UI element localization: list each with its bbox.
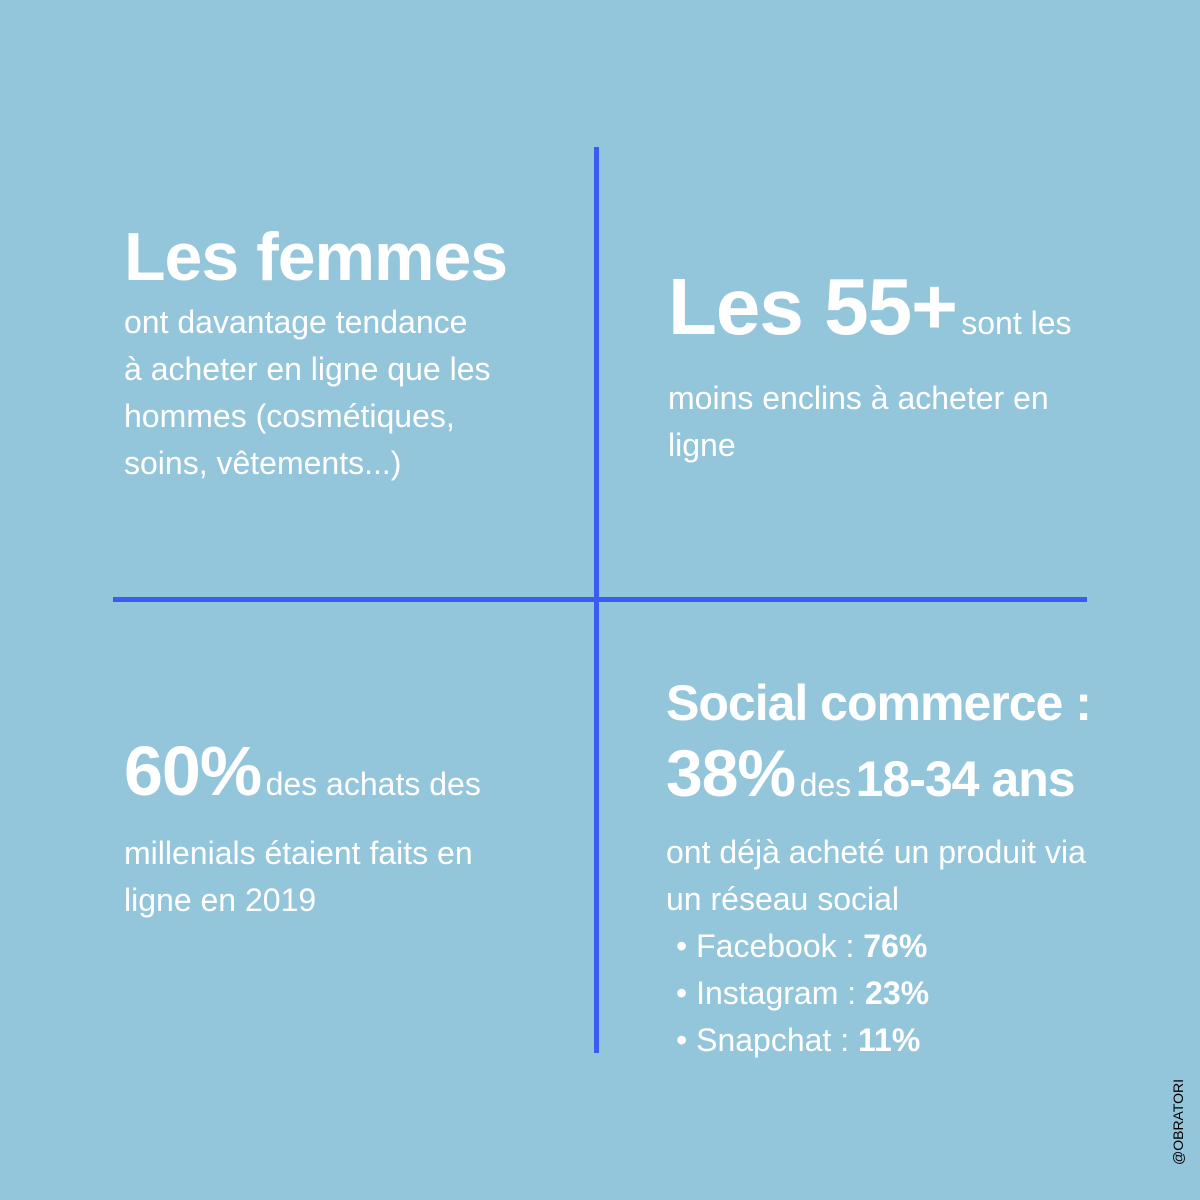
item-value: 11% [857, 1022, 921, 1058]
connector: des [799, 767, 852, 803]
text-line: des achats des [265, 766, 481, 802]
heading: Les 55+ [668, 262, 958, 351]
item-name: Snapchat : [696, 1022, 850, 1058]
group: 18-34 ans [855, 751, 1076, 807]
text-line: ligne en 2019 [124, 882, 317, 918]
text-line: hommes (cosmétiques, [124, 398, 455, 434]
platform-list: Facebook : 76% Instagram : 23% Snapchat … [666, 923, 1091, 1064]
heading: Social commerce : [666, 675, 1092, 731]
heading: Les femmes [124, 219, 508, 295]
text-line: sont les [961, 305, 1072, 341]
list-item: Facebook : 76% [676, 923, 1091, 970]
item-name: Facebook : [696, 928, 855, 964]
text-line: ont davantage tendance [124, 304, 468, 340]
text-line: millenials étaient faits en [124, 835, 473, 871]
text-line: soins, vêtements...) [124, 445, 402, 481]
quadrant: Social commerce : 38% des 18-34 ans ont … [666, 670, 1092, 1064]
text-line: à acheter en ligne que les [124, 351, 491, 387]
text-line: ont déjà acheté un produit via [666, 834, 1086, 870]
item-value: 76% [863, 928, 928, 964]
list-item: Snapchat : 11% [676, 1017, 1091, 1064]
text-line: ligne [668, 427, 736, 463]
item-name: Instagram : [696, 975, 857, 1011]
horizontal-divider [113, 597, 1087, 602]
text-line: un réseau social [666, 881, 900, 917]
list-item: Instagram : 23% [676, 970, 1091, 1017]
text-line: moins enclins à acheter en [668, 380, 1049, 416]
quadrant: Les 55+ sont les moins enclins à acheter… [668, 262, 1072, 469]
quadrant: Les femmes ont davantage tendance à ache… [124, 215, 508, 487]
quadrant: 60% des achats des millenials étaient fa… [124, 732, 481, 924]
stat: 38% [666, 736, 796, 810]
heading: 60% [124, 732, 262, 810]
item-value: 23% [865, 975, 930, 1011]
credit: @OBRATORI [1170, 1078, 1186, 1165]
